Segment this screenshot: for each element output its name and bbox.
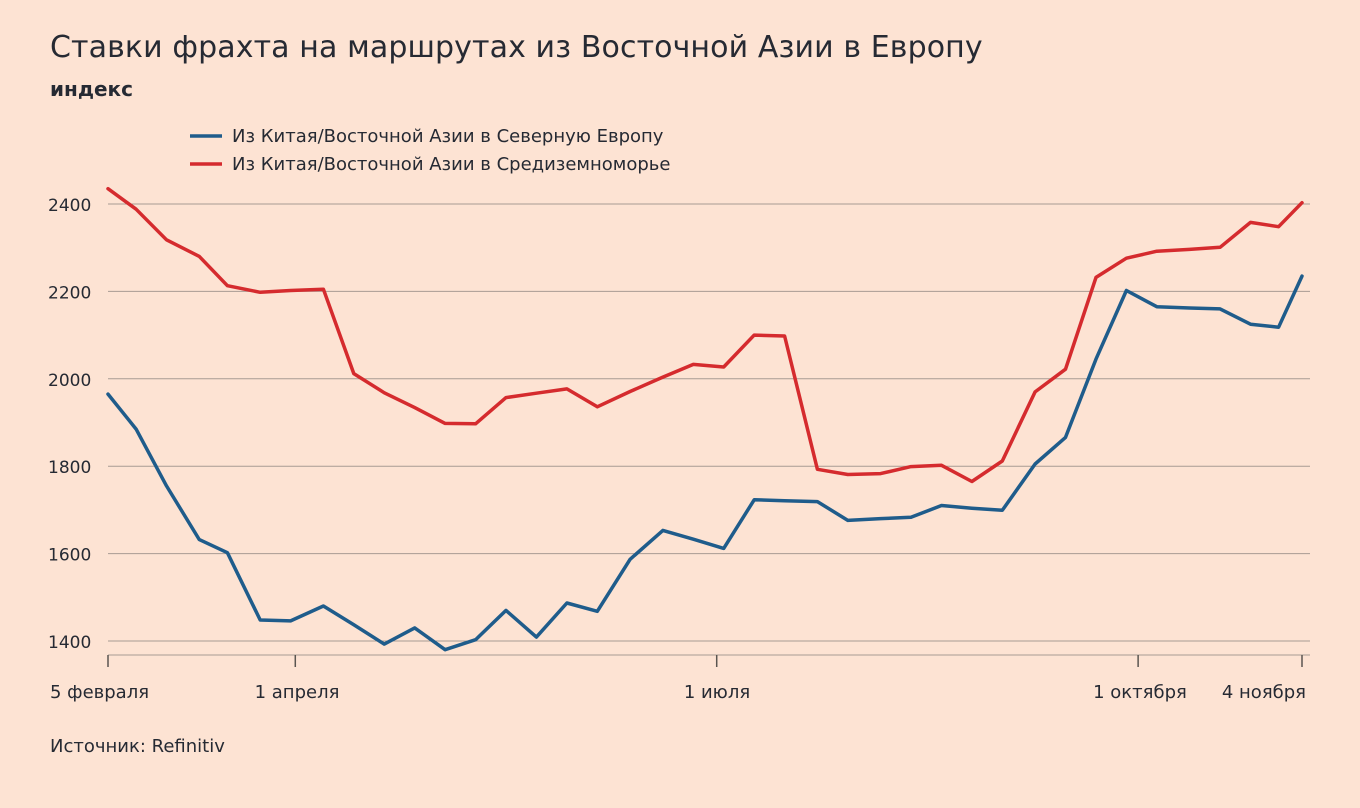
- y-tick-label: 1600: [48, 546, 91, 566]
- y-tick-label: 1800: [48, 458, 91, 478]
- x-tick-label: 1 июля: [684, 682, 750, 703]
- legend: Из Китая/Восточной Азии в Северную Европ…: [190, 126, 671, 175]
- y-tick-label: 2400: [48, 196, 91, 216]
- legend-label: Из Китая/Восточной Азии в Северную Европ…: [232, 126, 664, 147]
- source-note: Источник: Refinitiv: [50, 736, 225, 757]
- y-tick-label: 1400: [48, 633, 91, 653]
- x-axis: 5 февраля 1 апреля 1 июля 1 октября 4 ноября: [50, 654, 1310, 703]
- chart-title: Ставки фрахта на маршрутах из Восточной …: [50, 30, 983, 65]
- x-tick-label: 4 ноября: [1222, 682, 1306, 703]
- series-line-mediterranean: [106, 186, 1304, 484]
- grid-layer: 1400 1600 1800 2000 2200 2400: [48, 196, 1310, 653]
- x-tick-label: 1 апреля: [255, 682, 340, 703]
- legend-label: Из Китая/Восточной Азии в Средиземноморь…: [232, 154, 671, 175]
- y-tick-label: 2000: [48, 371, 91, 391]
- series-line-north-europe: [106, 274, 1304, 652]
- x-tick-label: 1 октября: [1093, 682, 1187, 703]
- chart-subtitle: индекс: [50, 77, 133, 101]
- x-tick-label: 5 февраля: [50, 682, 149, 703]
- y-tick-label: 2200: [48, 283, 91, 303]
- series-layer: [106, 186, 1304, 652]
